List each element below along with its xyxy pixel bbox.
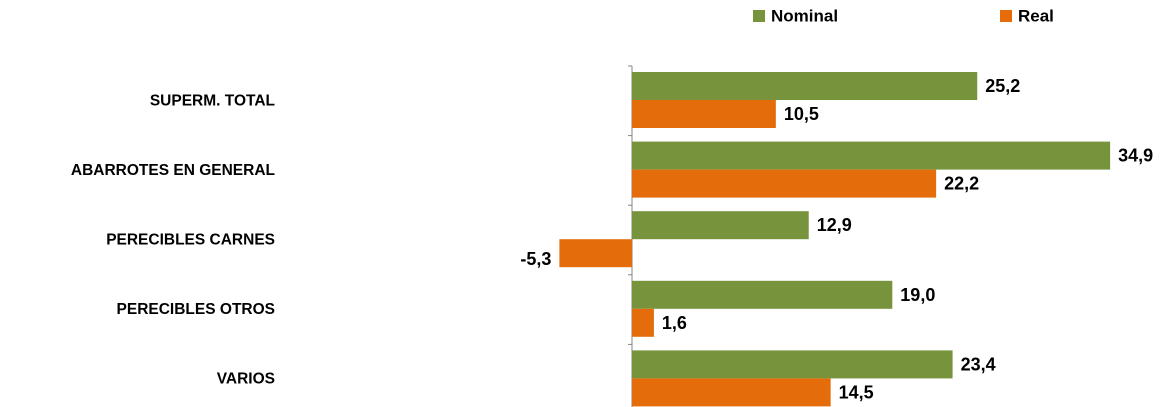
- value-label-real-abarrotes-en-general: 22,2: [944, 174, 979, 194]
- bar-nominal-perecibles-otros: [632, 280, 893, 309]
- legend: Nominal Real: [753, 7, 1054, 26]
- bar-real-varios: [632, 378, 831, 407]
- bar-real-perecibles-otros: [632, 308, 654, 337]
- category-label-abarrotes-en-general: ABARROTES EN GENERAL: [71, 162, 275, 179]
- category-label-varios: VARIOS: [217, 371, 275, 388]
- value-label-nominal-abarrotes-en-general: 34,9: [1118, 146, 1153, 166]
- category-label-perecibles-carnes: PERECIBLES CARNES: [106, 232, 275, 249]
- bar-nominal-superm-total: [632, 72, 978, 100]
- value-label-real-perecibles-carnes: -5,3: [520, 249, 551, 269]
- bar-real-superm-total: [632, 100, 776, 128]
- category-labels: SUPERM. TOTAL ABARROTES EN GENERAL PERECIB…: [71, 92, 275, 387]
- value-label-real-superm-total: 10,5: [784, 104, 819, 124]
- value-label-real-perecibles-otros: 1,6: [662, 313, 687, 333]
- bar-nominal-perecibles-carnes: [632, 211, 809, 240]
- value-label-nominal-perecibles-carnes: 12,9: [817, 215, 852, 235]
- legend-label-nominal: Nominal: [771, 7, 838, 26]
- category-label-superm-total: SUPERM. TOTAL: [150, 92, 275, 109]
- bar-nominal-varios: [632, 350, 953, 379]
- value-label-nominal-perecibles-otros: 19,0: [900, 285, 935, 305]
- legend-swatch-nominal: [753, 10, 765, 22]
- value-label-real-varios: 14,5: [839, 382, 874, 402]
- value-label-nominal-superm-total: 25,2: [985, 76, 1020, 96]
- bar-real-perecibles-carnes: [559, 239, 632, 268]
- legend-swatch-real: [1000, 10, 1012, 22]
- category-label-perecibles-otros: PERECIBLES OTROS: [117, 301, 275, 318]
- bar-real-abarrotes-en-general: [632, 169, 937, 198]
- legend-label-real: Real: [1018, 7, 1054, 26]
- bars: [559, 72, 1111, 407]
- value-label-nominal-varios: 23,4: [961, 354, 996, 374]
- bar-nominal-abarrotes-en-general: [632, 141, 1111, 170]
- category-axis: [628, 65, 633, 407]
- value-labels: 25,2 10,5 34,9 22,2 12,9 -5,3 19,0 1,6 23,4 14,5: [520, 76, 1153, 402]
